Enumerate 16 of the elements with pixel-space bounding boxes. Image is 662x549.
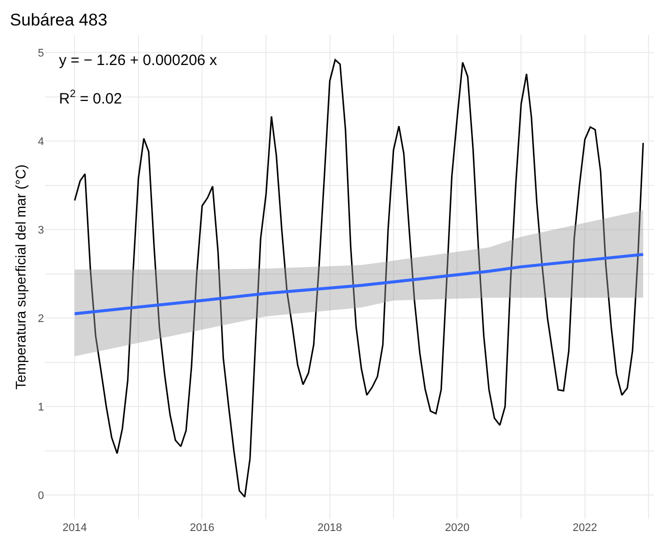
line-series <box>73 252 645 316</box>
annotation: R$^{2}$ = 0.02 <box>59 88 122 108</box>
x-tick-label: 2016 <box>190 522 214 534</box>
y-tick-label: 4 <box>38 136 44 148</box>
chart-title: Subárea 483 <box>10 10 108 30</box>
y-tick-label: 1 <box>38 401 44 414</box>
x-tick-label: 2014 <box>62 522 87 534</box>
x-tick-label: 2018 <box>318 522 342 534</box>
x-tick-label: 2022 <box>572 522 598 534</box>
annotation: y = − 1.26 + 0.000206 x <box>59 52 218 69</box>
y-tick-label: 3 <box>38 224 44 237</box>
y-tick-label: 5 <box>38 48 44 60</box>
y-axis-title: Temperatura superficial del mar (°C) <box>12 164 28 390</box>
y-tick-label: 2 <box>38 312 44 325</box>
y-tick-label: 0 <box>38 490 44 502</box>
x-tick-label: 2020 <box>444 522 470 534</box>
